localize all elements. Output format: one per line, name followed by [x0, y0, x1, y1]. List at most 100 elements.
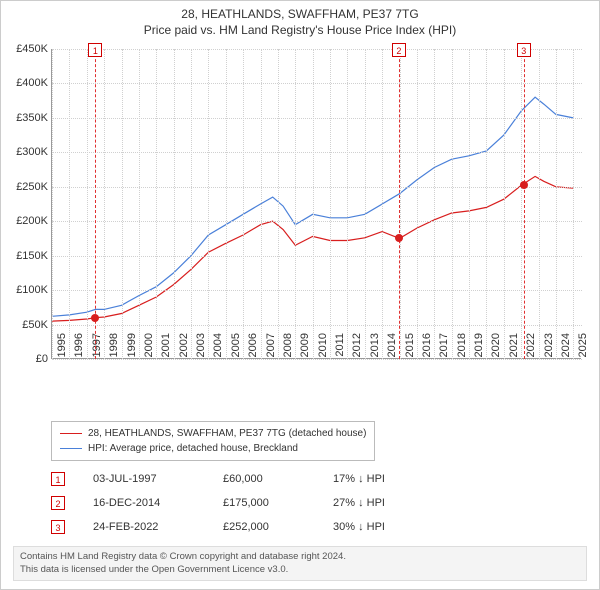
- vgrid: [104, 49, 105, 359]
- vgrid: [330, 49, 331, 359]
- vgrid: [261, 49, 262, 359]
- marker-line: [399, 49, 400, 359]
- chart-lines: [52, 49, 582, 359]
- vgrid: [313, 49, 314, 359]
- hgrid: [52, 152, 582, 153]
- x-axis-label: 2006: [247, 333, 259, 363]
- x-axis-label: 2002: [178, 333, 190, 363]
- title-area: 28, HEATHLANDS, SWAFFHAM, PE37 7TG Price…: [1, 1, 599, 38]
- vgrid: [87, 49, 88, 359]
- x-axis-label: 2011: [334, 333, 346, 363]
- x-axis-label: 2014: [386, 333, 398, 363]
- x-axis-label: 2021: [508, 333, 520, 363]
- x-axis-label: 2022: [525, 333, 537, 363]
- vgrid: [504, 49, 505, 359]
- chart-container: 28, HEATHLANDS, SWAFFHAM, PE37 7TG Price…: [0, 0, 600, 590]
- y-axis-label: £150K: [4, 250, 48, 262]
- vgrid: [122, 49, 123, 359]
- x-axis-label: 2001: [160, 333, 172, 363]
- x-axis-label: 2010: [317, 333, 329, 363]
- vgrid: [208, 49, 209, 359]
- x-axis-label: 1996: [73, 333, 85, 363]
- vgrid: [174, 49, 175, 359]
- x-axis-label: 2008: [282, 333, 294, 363]
- hgrid: [52, 49, 582, 50]
- title-line-2: Price paid vs. HM Land Registry's House …: [1, 23, 599, 39]
- x-axis-label: 2013: [369, 333, 381, 363]
- x-axis-label: 2003: [195, 333, 207, 363]
- vgrid: [452, 49, 453, 359]
- vgrid: [434, 49, 435, 359]
- legend-swatch: [60, 448, 82, 449]
- event-delta: 30% ↓ HPI: [333, 521, 385, 533]
- x-axis-label: 1999: [126, 333, 138, 363]
- vgrid: [417, 49, 418, 359]
- marker-box: 3: [517, 43, 531, 57]
- x-axis-label: 2005: [230, 333, 242, 363]
- vgrid: [521, 49, 522, 359]
- vgrid: [382, 49, 383, 359]
- y-axis-label: £100K: [4, 284, 48, 296]
- hgrid: [52, 256, 582, 257]
- vgrid: [69, 49, 70, 359]
- x-axis-label: 2025: [577, 333, 589, 363]
- x-axis-label: 2024: [560, 333, 572, 363]
- x-axis-label: 2017: [438, 333, 450, 363]
- x-axis-label: 2012: [351, 333, 363, 363]
- vgrid: [156, 49, 157, 359]
- vgrid: [347, 49, 348, 359]
- y-axis-label: £200K: [4, 215, 48, 227]
- vgrid: [243, 49, 244, 359]
- hgrid: [52, 118, 582, 119]
- vgrid: [539, 49, 540, 359]
- vgrid: [295, 49, 296, 359]
- hgrid: [52, 325, 582, 326]
- legend-label: 28, HEATHLANDS, SWAFFHAM, PE37 7TG (deta…: [88, 426, 366, 441]
- y-axis-label: £50K: [4, 319, 48, 331]
- footer-line-2: This data is licensed under the Open Gov…: [20, 564, 580, 576]
- footer-line-1: Contains HM Land Registry data © Crown c…: [20, 551, 580, 563]
- vgrid: [226, 49, 227, 359]
- vgrid: [52, 49, 53, 359]
- event-box: 3: [51, 520, 65, 534]
- event-box: 1: [51, 472, 65, 486]
- event-row: 103-JUL-1997£60,00017% ↓ HPI: [51, 467, 385, 491]
- vgrid: [469, 49, 470, 359]
- legend-swatch: [60, 433, 82, 434]
- marker-dot: [520, 181, 528, 189]
- x-axis-label: 2016: [421, 333, 433, 363]
- y-axis-label: £350K: [4, 112, 48, 124]
- x-axis-label: 1998: [108, 333, 120, 363]
- y-axis-label: £0: [4, 353, 48, 365]
- vgrid: [278, 49, 279, 359]
- event-delta: 27% ↓ HPI: [333, 497, 385, 509]
- vgrid: [556, 49, 557, 359]
- y-axis-label: £250K: [4, 181, 48, 193]
- vgrid: [573, 49, 574, 359]
- x-axis-label: 2018: [456, 333, 468, 363]
- event-price: £175,000: [223, 497, 333, 509]
- x-axis-label: 2004: [212, 333, 224, 363]
- chart-area: £0£50K£100K£150K£200K£250K£300K£350K£400…: [51, 49, 581, 379]
- event-price: £60,000: [223, 473, 333, 485]
- x-axis-label: 2023: [543, 333, 555, 363]
- legend-item-hpi: HPI: Average price, detached house, Brec…: [60, 441, 366, 456]
- x-axis-label: 2009: [299, 333, 311, 363]
- plot: £0£50K£100K£150K£200K£250K£300K£350K£400…: [51, 49, 581, 359]
- y-axis-label: £300K: [4, 146, 48, 158]
- hgrid: [52, 290, 582, 291]
- vgrid: [139, 49, 140, 359]
- legend-item-price-paid: 28, HEATHLANDS, SWAFFHAM, PE37 7TG (deta…: [60, 426, 366, 441]
- x-axis-label: 2015: [404, 333, 416, 363]
- marker-dot: [91, 314, 99, 322]
- x-axis-label: 1997: [91, 333, 103, 363]
- x-axis-label: 2007: [265, 333, 277, 363]
- y-axis-label: £400K: [4, 77, 48, 89]
- footer: Contains HM Land Registry data © Crown c…: [13, 546, 587, 581]
- hgrid: [52, 187, 582, 188]
- event-date: 16-DEC-2014: [93, 497, 223, 509]
- marker-line: [95, 49, 96, 359]
- marker-box: 2: [392, 43, 406, 57]
- vgrid: [191, 49, 192, 359]
- x-axis-label: 1995: [56, 333, 68, 363]
